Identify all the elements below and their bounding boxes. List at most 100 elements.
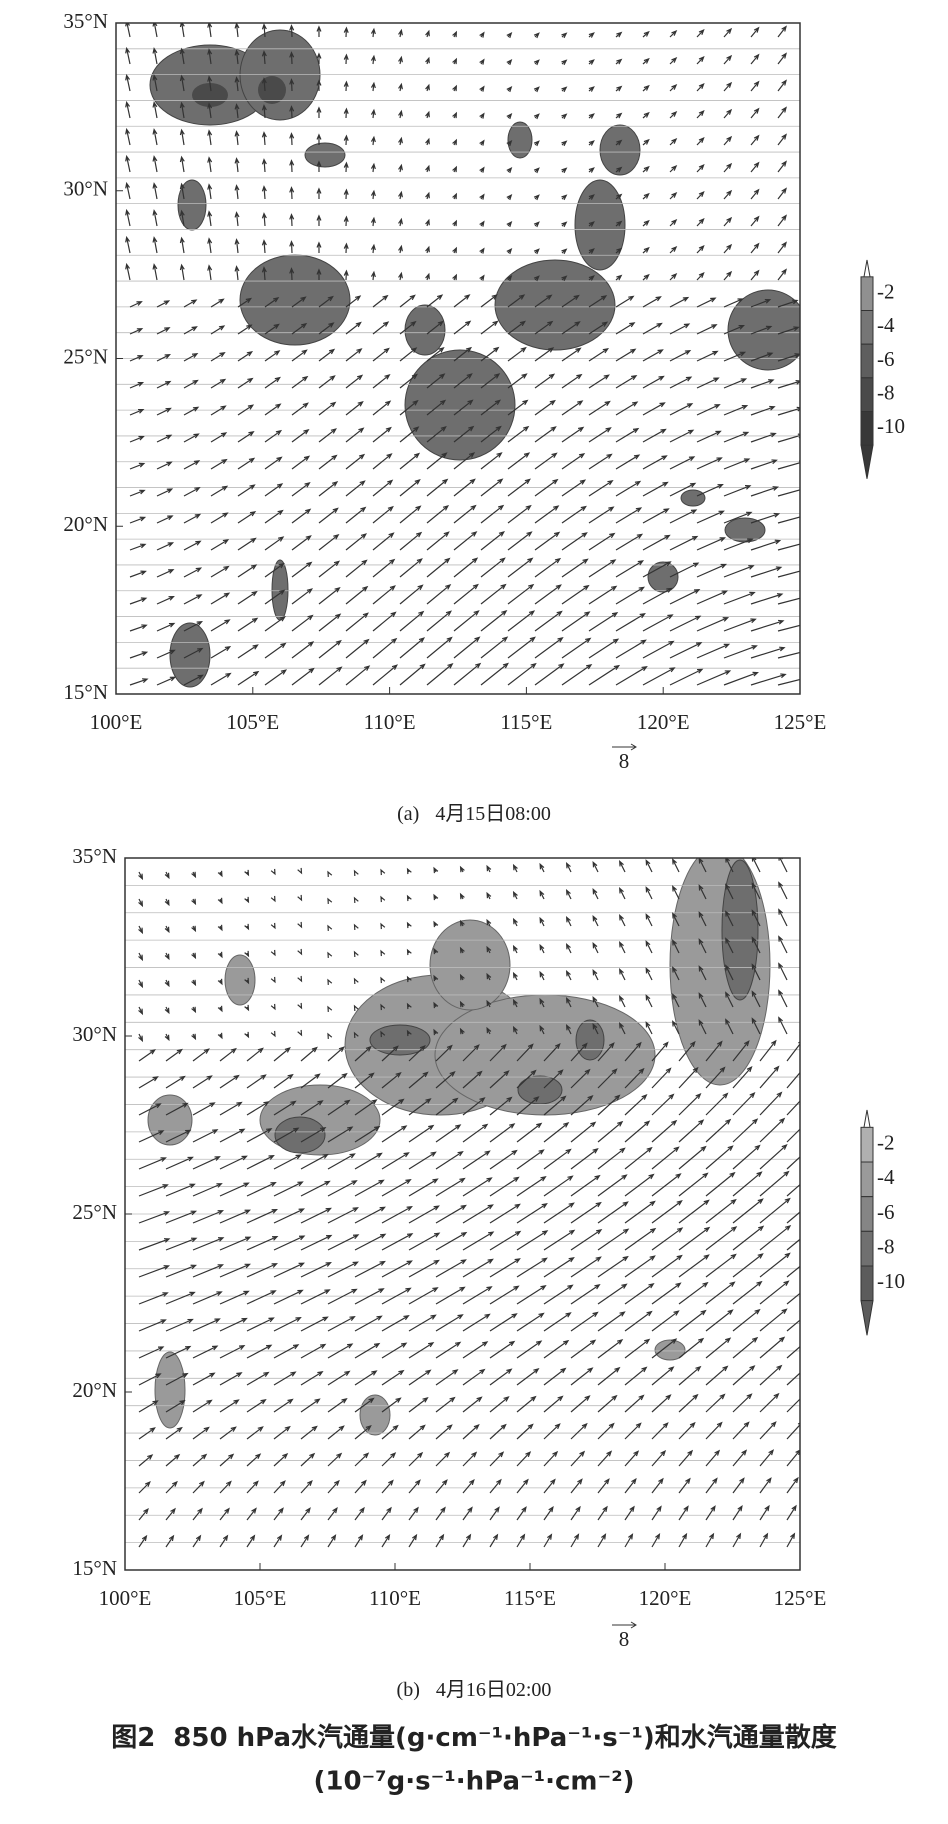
wind-vector xyxy=(165,1048,183,1062)
wind-vector xyxy=(192,1183,223,1197)
wind-vector xyxy=(353,950,359,958)
wind-vector xyxy=(234,130,240,146)
wind-vector xyxy=(327,1398,348,1413)
wind-vector xyxy=(732,1505,743,1521)
wind-vector xyxy=(696,297,717,308)
wind-vector xyxy=(372,347,390,362)
wind-vector xyxy=(192,1399,213,1413)
wind-vector xyxy=(570,1068,591,1089)
wind-vector xyxy=(669,30,678,38)
wind-vector xyxy=(219,1101,243,1116)
wind-vector xyxy=(479,58,485,65)
wind-vector xyxy=(570,1505,581,1521)
wind-vector xyxy=(372,505,394,524)
wind-vector xyxy=(426,294,444,308)
wind-vector xyxy=(751,909,761,927)
wind-vector xyxy=(435,1150,464,1170)
wind-vector xyxy=(273,1534,283,1548)
wind-vector xyxy=(273,1480,286,1494)
wind-vector xyxy=(732,1118,759,1143)
wind-vector xyxy=(539,862,545,873)
x-tick-label: 125°E xyxy=(774,1586,827,1610)
wind-vector xyxy=(751,990,761,1008)
wind-vector xyxy=(462,1123,489,1143)
wind-vector xyxy=(561,532,588,551)
wind-vector xyxy=(164,1033,170,1042)
wind-vector xyxy=(273,1425,291,1440)
wind-vector xyxy=(543,1175,574,1197)
wind-vector xyxy=(165,1453,181,1467)
wind-vector xyxy=(669,57,678,65)
wind-vector xyxy=(678,1421,696,1440)
wind-vector xyxy=(570,1148,599,1170)
wind-vector xyxy=(138,979,144,989)
wind-vector xyxy=(165,1102,189,1116)
wind-vector xyxy=(480,452,503,470)
wind-vector xyxy=(588,479,614,497)
wind-vector xyxy=(273,1154,302,1170)
wind-vector xyxy=(156,595,175,605)
wind-vector xyxy=(642,508,670,524)
wind-vector xyxy=(506,113,513,120)
wind-vector xyxy=(192,1237,225,1251)
wind-vector xyxy=(354,1506,365,1521)
wind-vector xyxy=(624,1200,656,1224)
wind-vector xyxy=(435,1506,446,1521)
wind-vector xyxy=(516,1395,537,1413)
wind-vector xyxy=(750,26,760,38)
wind-vector xyxy=(615,295,635,308)
wind-vector xyxy=(264,456,283,470)
wind-vector xyxy=(219,1236,252,1251)
wind-vector xyxy=(207,129,213,146)
wind-vector xyxy=(597,1394,618,1413)
colorbar-label: -4 xyxy=(877,1165,895,1189)
wind-vector xyxy=(453,452,476,470)
wind-vector xyxy=(459,919,465,927)
wind-vector xyxy=(192,1156,221,1170)
wind-vector xyxy=(516,1257,548,1278)
wind-vector xyxy=(534,294,553,308)
wind-vector xyxy=(507,373,528,389)
wind-vector xyxy=(489,1070,510,1089)
wind-vector xyxy=(217,870,223,878)
wind-vector xyxy=(318,295,334,308)
wind-vector xyxy=(539,1024,545,1035)
wind-vector xyxy=(452,165,457,173)
wind-vector xyxy=(561,584,590,605)
wind-vector xyxy=(570,1311,599,1332)
wind-vector xyxy=(273,1181,304,1197)
wind-vector xyxy=(435,1396,456,1413)
wind-vector xyxy=(759,1224,792,1251)
wind-vector xyxy=(698,938,707,954)
wind-vector xyxy=(597,1201,629,1224)
wind-vector xyxy=(354,1045,372,1062)
wind-vector xyxy=(399,531,423,551)
wind-vector xyxy=(777,187,787,200)
wind-vector xyxy=(696,457,723,470)
wind-vector xyxy=(642,640,675,659)
wind-vector xyxy=(543,1533,553,1548)
wind-vector xyxy=(125,73,131,92)
wind-vector xyxy=(565,915,572,927)
wind-vector xyxy=(786,1183,800,1197)
wind-vector xyxy=(619,941,626,954)
x-tick-label: 120°E xyxy=(637,710,690,734)
wind-vector xyxy=(561,275,568,282)
wind-vector xyxy=(406,867,412,875)
wind-vector xyxy=(597,1450,613,1467)
wind-vector xyxy=(570,1478,583,1494)
colorbar-label: -2 xyxy=(877,279,895,303)
wind-vector xyxy=(672,912,680,927)
colorbar-swatch xyxy=(860,1126,874,1163)
wind-vector xyxy=(642,57,650,65)
wind-vector xyxy=(164,979,170,988)
y-tick-label: 20°N xyxy=(63,512,108,536)
wind-vector xyxy=(725,883,734,900)
wind-vector xyxy=(732,1253,764,1278)
wind-vector xyxy=(462,1204,494,1224)
x-tick-label: 110°E xyxy=(369,1586,421,1610)
wind-vector xyxy=(246,1534,256,1548)
wind-vector xyxy=(480,531,505,551)
wind-vector xyxy=(462,1070,483,1089)
wind-vector xyxy=(619,1022,626,1035)
